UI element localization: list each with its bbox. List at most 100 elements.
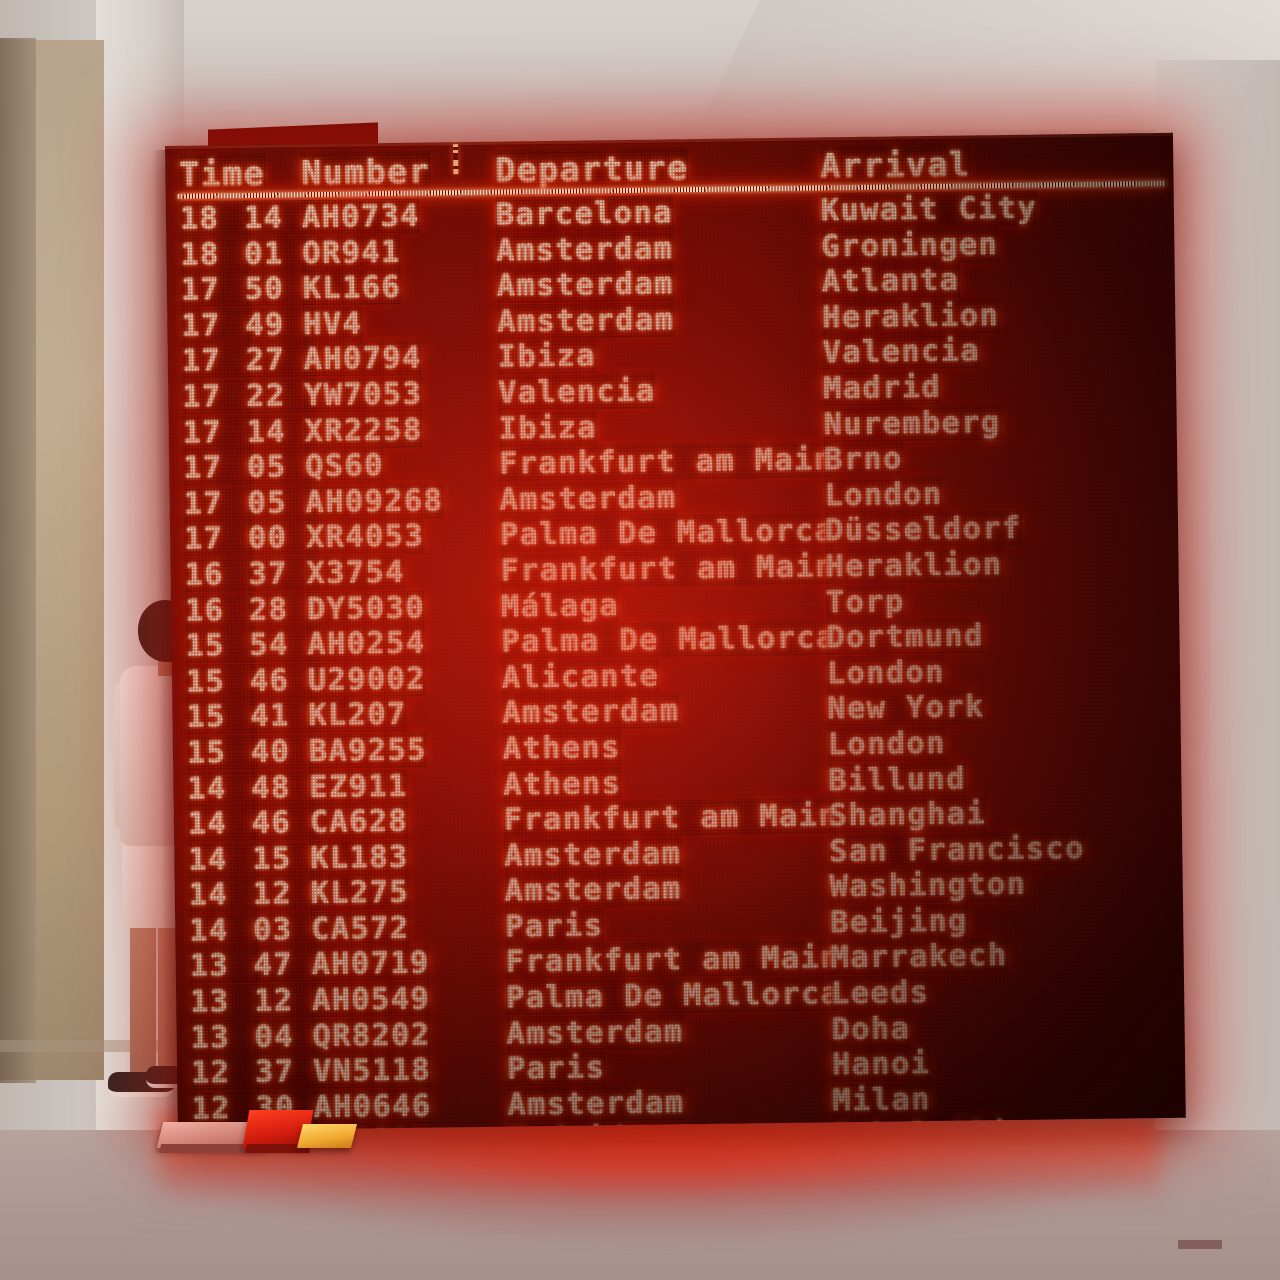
flight-time-hours: 17	[181, 272, 251, 308]
flight-arrival-city: Atlanta	[821, 262, 960, 300]
flight-arrival-city: Milan	[832, 1081, 932, 1119]
flight-number: KL183	[310, 839, 409, 876]
flight-number: DY5030	[306, 590, 426, 627]
flight-time-hours: 14	[189, 913, 259, 949]
flight-departure-city: Frankfurt am Main	[505, 940, 841, 981]
flight-arrival-city: Nuremberg	[823, 404, 1001, 443]
flight-departure-city: Frankfurt am Main	[503, 798, 839, 838]
flight-number: BA9255	[308, 732, 428, 770]
flight-time-hours: 15	[186, 664, 256, 700]
flight-arrival-city: Düsseldorf	[824, 511, 1022, 549]
flight-departure-city: Amsterdam	[504, 835, 682, 874]
flight-number: EZ911	[309, 768, 408, 805]
flight-departure-city: Frankfurt am Main	[500, 549, 836, 589]
flight-arrival-city: Hanoi	[831, 1046, 931, 1083]
flight-time-hours: 17	[181, 343, 252, 380]
flight-departure-city: Amsterdam	[496, 266, 675, 304]
flight-departure-city: Frankfurt am Main	[498, 442, 834, 482]
flight-number: X3754	[306, 554, 406, 592]
flight-number: U29002	[307, 661, 427, 698]
flight-time-hours: 13	[190, 1019, 260, 1056]
flight-number: KL207	[308, 697, 408, 734]
flight-number: QR8202	[312, 1017, 431, 1054]
flight-departure-city: Athens	[502, 729, 622, 767]
flight-number: YW7053	[304, 376, 423, 414]
flight-arrival-city: Madrid	[823, 369, 942, 407]
flight-time-hours: 14	[188, 806, 258, 842]
flight-number: KL166	[302, 270, 402, 307]
flight-time-hours: 17	[183, 486, 253, 522]
flight-number: AH0794	[303, 341, 423, 378]
flight-departure-city: Amsterdam	[499, 480, 677, 518]
flight-time-hours: 14	[188, 842, 258, 878]
flight-time-hours: 16	[185, 592, 255, 629]
flight-rows-container: 18 14 AH0734 Barcelona Kuwait City 18 01 OR941 A…	[166, 189, 1186, 1130]
flight-departure-city: Paris	[506, 1050, 606, 1087]
flight-departure-city: Ibiza	[497, 338, 597, 376]
flight-arrival-city: Valencia	[822, 333, 981, 371]
flight-number: AH0549	[311, 981, 431, 1019]
flight-arrival-city: Brno	[823, 441, 904, 478]
flight-departure-city: Barcelona	[495, 195, 674, 233]
flight-time-hours: 12	[191, 1055, 261, 1091]
flight-information-display-board[interactable]: Time Number Departure Arrival 18 14 AH0734…	[165, 132, 1186, 1131]
flight-arrival-city: Doha	[831, 1010, 911, 1048]
flight-number: CA572	[311, 910, 410, 948]
flight-number: QS60	[304, 448, 385, 485]
flight-number: AH0646	[313, 1088, 432, 1125]
column-header-departure: Departure	[495, 148, 689, 190]
flight-time-hours: 14	[188, 877, 259, 913]
flight-arrival-city: London	[826, 654, 946, 692]
flight-arrival-city: Kuwait City	[820, 190, 1038, 229]
flight-number: AH09268	[305, 483, 444, 520]
flight-arrival-city: Shanghai	[828, 796, 987, 834]
flight-arrival-city: San Francisco	[829, 830, 1086, 870]
column-header-arrival: Arrival	[820, 144, 971, 186]
flight-arrival-city: Billund	[828, 761, 967, 798]
flight-departure-city: Valencia	[498, 373, 656, 411]
flight-number: CA628	[309, 803, 409, 841]
flight-number: HV4	[303, 306, 363, 342]
flight-arrival-city: Washington	[829, 867, 1027, 905]
flight-number: AH0734	[301, 198, 421, 236]
flight-departure-city: Palma De Mallorca	[505, 976, 841, 1016]
flight-time-hours: 17	[182, 379, 252, 415]
flight-departure-city: Ibiza	[498, 409, 598, 447]
flight-time-hours: 13	[189, 948, 260, 985]
flight-time-hours: 16	[184, 557, 254, 593]
visitor-leg-back	[130, 920, 156, 1080]
flight-time-hours: 13	[190, 984, 260, 1020]
flight-departure-city: Málaga	[500, 587, 620, 625]
flight-arrival-city: Marrakech	[830, 938, 1008, 976]
flight-departure-city: Amsterdam	[496, 230, 674, 269]
flight-time-hours: 17	[184, 521, 254, 558]
flight-number: OR941	[302, 234, 401, 271]
floor-object-yellow-card	[297, 1124, 357, 1148]
flight-departure-city: Amsterdam	[506, 1013, 684, 1052]
flight-arrival-city: Leeds	[830, 975, 930, 1012]
flight-time-hours: 14	[187, 770, 257, 807]
flight-departure-city: Palma De Mallorca	[501, 620, 836, 660]
flight-arrival-city: Groningen	[821, 226, 999, 265]
flight-arrival-city: Heraklion	[822, 297, 1000, 336]
flight-number: AH0719	[311, 946, 430, 983]
flight-number: VN5118	[312, 1052, 432, 1090]
flight-departure-city: Amsterdam	[502, 693, 680, 732]
flight-time-hours: 17	[182, 414, 253, 451]
flight-departure-city: Amsterdam	[507, 1085, 685, 1123]
flight-time-hours: 15	[187, 735, 257, 771]
flight-departure-city: Athens	[503, 765, 622, 803]
flight-number: KL275	[310, 875, 410, 912]
flight-time-hours: 17	[183, 450, 253, 486]
column-header-time: Time	[179, 153, 266, 194]
flight-arrival-city: Heraklion	[825, 547, 1003, 585]
flight-time-hours: 17	[181, 308, 251, 344]
flight-arrival-city: New York	[827, 689, 985, 727]
flight-arrival-city: Torp	[825, 583, 905, 620]
flight-departure-city: Alicante	[501, 658, 660, 696]
flight-arrival-city: Dortmund	[826, 618, 985, 656]
flight-arrival-city: Beijing	[829, 903, 969, 941]
flight-time-hours: 18	[180, 236, 250, 273]
flight-number: AH0254	[307, 625, 426, 663]
column-header-number: Number	[301, 151, 431, 193]
